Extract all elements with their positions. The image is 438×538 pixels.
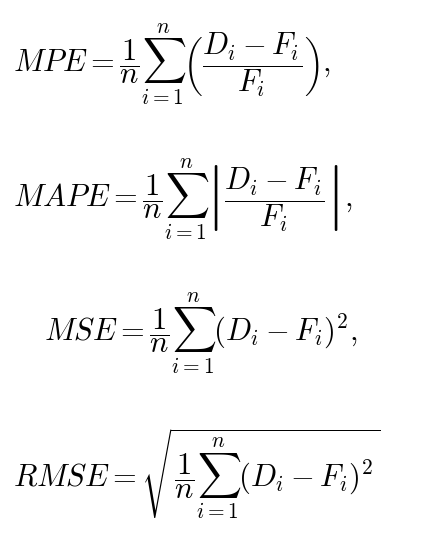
Text: $MPE = \dfrac{1}{n} \sum_{i=1}^{n} \left( \dfrac{D_i - F_i}{F_i} \right),$: $MPE = \dfrac{1}{n} \sum_{i=1}^{n} \left… bbox=[13, 22, 331, 107]
Text: $MSE = \dfrac{1}{n} \sum_{i=1}^{n} (D_i - F_i)^2,$: $MSE = \dfrac{1}{n} \sum_{i=1}^{n} (D_i … bbox=[44, 291, 357, 376]
Text: $MAPE = \dfrac{1}{n} \sum_{i=1}^{n} \left| \dfrac{D_i - F_i}{F_i} \right|,$: $MAPE = \dfrac{1}{n} \sum_{i=1}^{n} \lef… bbox=[13, 157, 353, 242]
Text: $RMSE = \sqrt{\dfrac{1}{n} \sum_{i=1}^{n} (D_i - F_i)^2}$: $RMSE = \sqrt{\dfrac{1}{n} \sum_{i=1}^{n… bbox=[13, 426, 380, 521]
